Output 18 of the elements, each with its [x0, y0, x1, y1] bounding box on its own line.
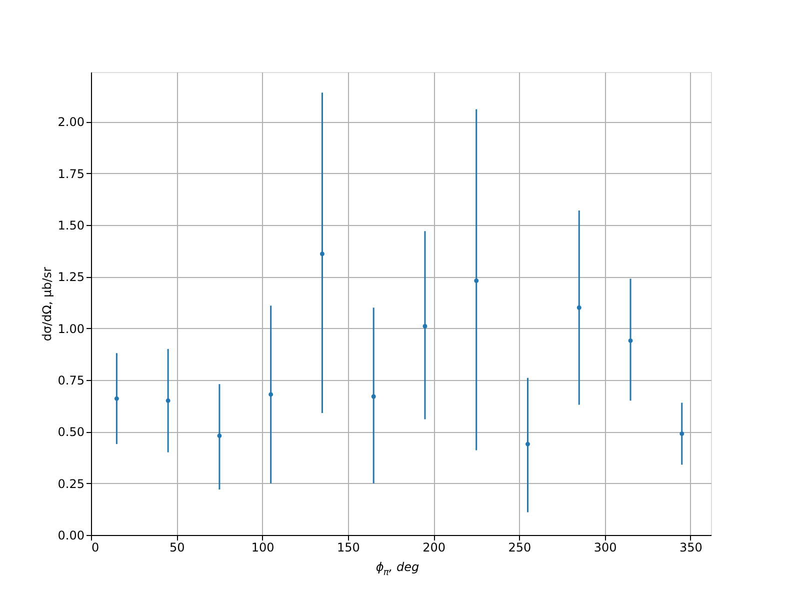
y-tick-label: 0.75 [58, 373, 84, 388]
y-tick-label: 2.00 [58, 115, 84, 130]
y-tick-label: 0.25 [58, 476, 84, 491]
y-tick-label: 1.50 [58, 218, 84, 232]
x-tick-label: 200 [422, 540, 446, 554]
x-tick-label: 0 [92, 540, 100, 554]
y-tick-label: 0.50 [58, 425, 84, 440]
x-tick-label: 250 [508, 540, 532, 554]
x-tick-label: 350 [679, 540, 702, 554]
y-tick-label: 1.75 [58, 166, 84, 181]
y-tick-label: 0.00 [58, 528, 84, 542]
x-tick-label: 300 [594, 540, 617, 554]
x-tick-label: 100 [251, 540, 274, 554]
y-tick-label: 1.25 [58, 270, 84, 284]
x-tick-label: 50 [169, 540, 185, 554]
y-tick-label: 1.00 [58, 322, 84, 336]
x-tick-label: 150 [336, 540, 360, 554]
y-axis-title: dσ/dΩ, μb/sr [40, 266, 54, 342]
